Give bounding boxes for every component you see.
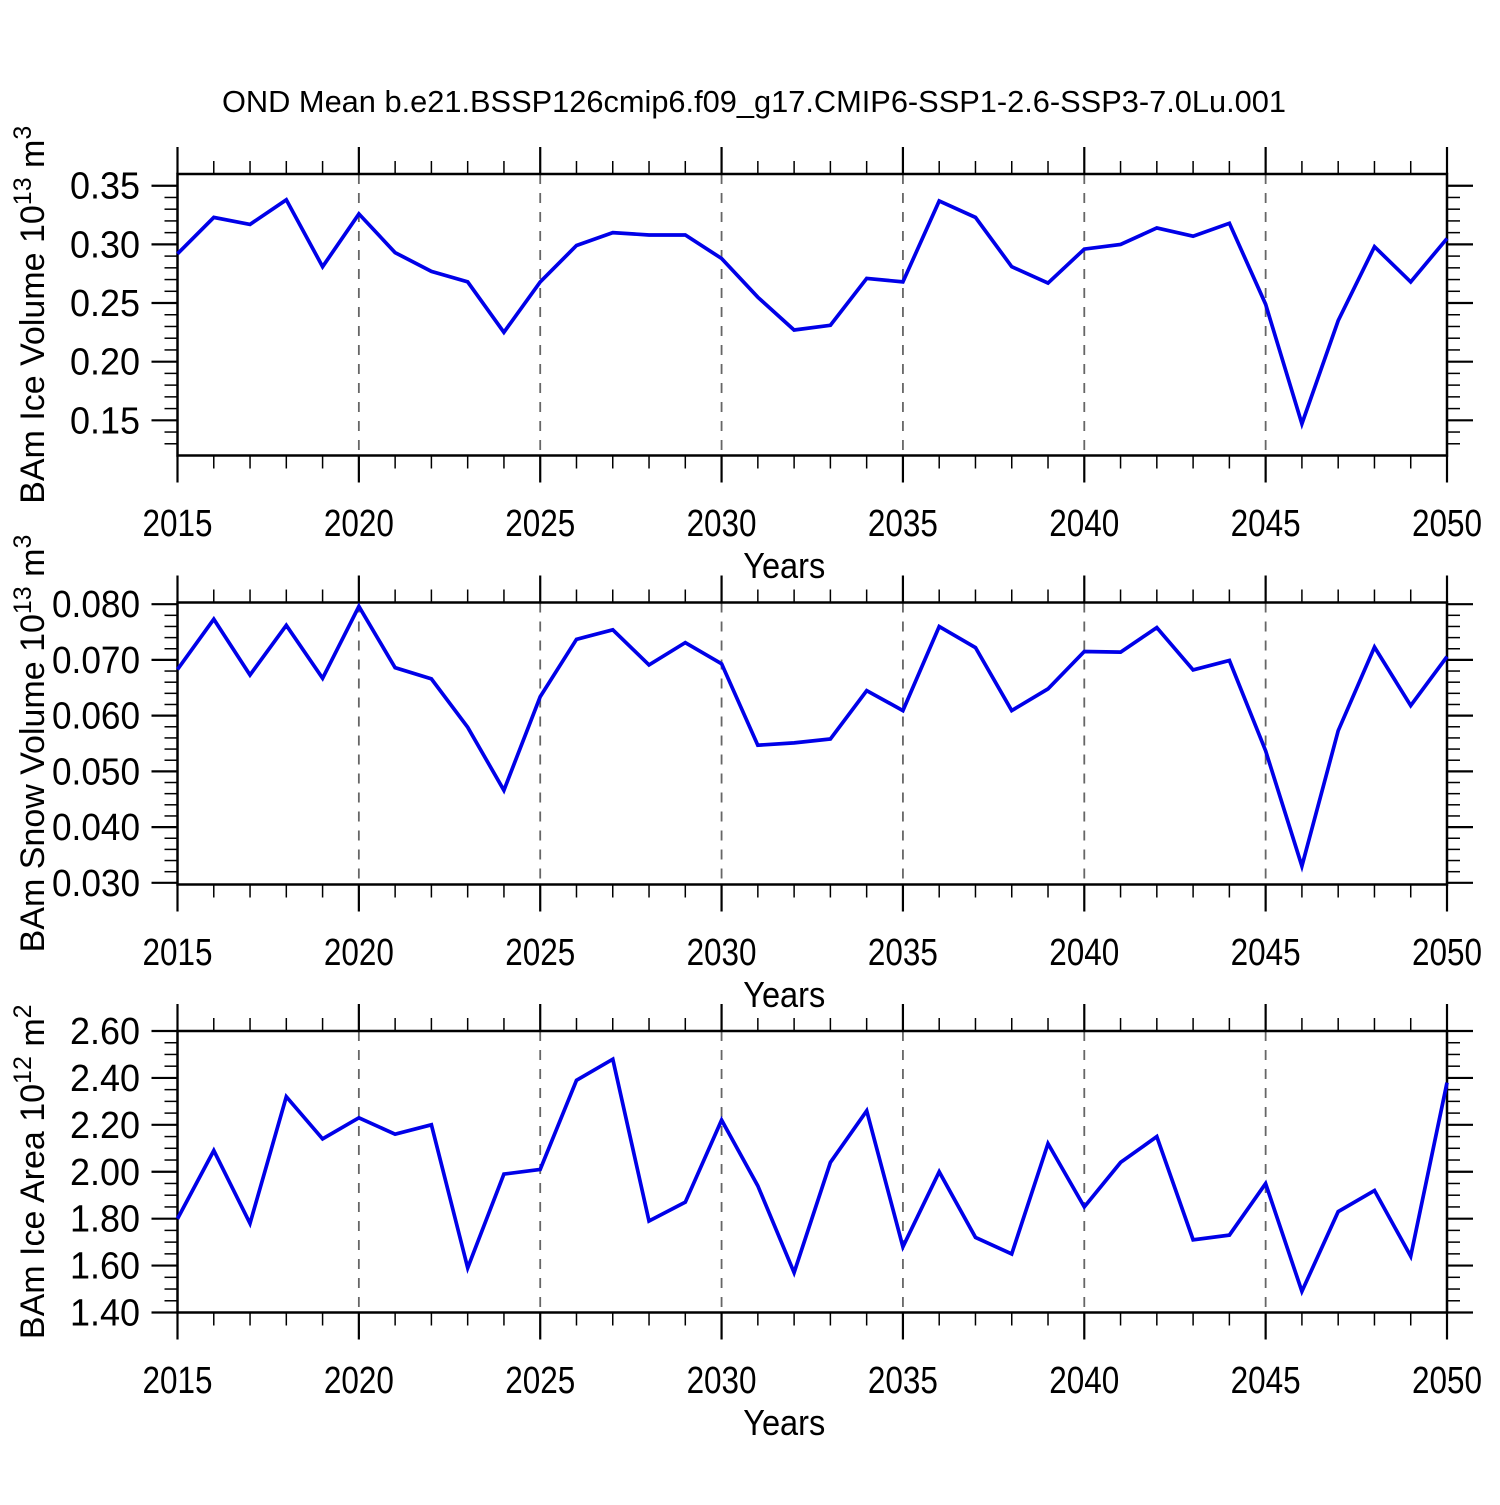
x-tick-label: 2030 [687,503,757,545]
figure-title: OND Mean b.e21.BSSP126cmip6.f09_g17.CMIP… [222,84,1286,119]
y-tick-label: 0.070 [52,640,140,682]
x-tick-label: 2035 [868,1360,938,1402]
x-tick-label: 2035 [868,503,938,545]
y-tick-label: 0.040 [52,807,140,849]
x-tick-label: 2030 [687,932,757,974]
x-tick-label: 2045 [1231,932,1301,974]
y-axis-title: BAm Snow Volume 1013​ m3​ [9,535,52,953]
y-tick-label: 2.60 [70,1011,140,1053]
x-axis-title: Years [743,1402,825,1443]
y-tick-label: 0.20 [70,342,140,384]
x-tick-label: 2050 [1412,932,1482,974]
y-axis-title: BAm Ice Area 1012​ m2​ [9,1004,52,1339]
panel-bam-ice-area: 2015 2020 2025 2030 2035 2040 2045 2050 1.40 1.60… [9,1004,1482,1443]
x-tick-label: 2020 [324,1360,394,1402]
x-tick-label: 2035 [868,932,938,974]
y-tick-label: 2.40 [70,1058,140,1100]
data-series-line [176,197,1449,430]
y-tick-label: 0.050 [52,751,140,793]
y-tick-label: 0.15 [70,400,140,442]
y-tick-label: 0.060 [52,696,140,738]
y-tick-label: 2.20 [70,1105,140,1147]
x-axis-title: Years [743,974,825,1015]
panels-group: 2015 2020 2025 2030 2035 2040 2045 2050 0.15 0.20… [9,126,1482,1443]
panel-bam-ice-volume: 2015 2020 2025 2030 2035 2040 2045 2050 0.15 0.20… [9,126,1482,586]
y-tick-label: 0.35 [70,166,140,208]
y-tick-label: 1.40 [70,1293,140,1335]
x-tick-label: 2015 [143,932,213,974]
y-tick-label: 1.80 [70,1199,140,1241]
y-tick-label: 0.030 [52,863,140,905]
axis-frame [176,172,1449,457]
x-tick-label: 2015 [143,503,213,545]
axis-frame [176,1029,1449,1314]
y-axis-title: BAm Ice Volume 1013​ m3​ [9,126,52,504]
data-series-line [175,1056,1449,1297]
x-tick-label: 2025 [505,1360,575,1402]
x-tick-label: 2045 [1231,1360,1301,1402]
x-axis-title: Years [743,545,825,586]
y-tick-label: 0.30 [70,224,140,266]
x-tick-label: 2025 [505,503,575,545]
x-tick-label: 2050 [1412,503,1482,545]
y-tick-label: 0.25 [70,283,140,325]
y-tick-label: 0.080 [52,584,140,626]
x-tick-label: 2020 [324,932,394,974]
data-series-line [176,602,1449,873]
x-tick-label: 2030 [687,1360,757,1402]
y-tick-label: 1.60 [70,1246,140,1288]
x-tick-label: 2045 [1231,503,1301,545]
x-tick-label: 2025 [505,932,575,974]
x-tick-label: 2050 [1412,1360,1482,1402]
y-tick-label: 2.00 [70,1152,140,1194]
panel-bam-snow-volume: 2015 2020 2025 2030 2035 2040 2045 2050 0.030 0.0… [9,535,1482,1015]
x-tick-label: 2040 [1049,503,1119,545]
x-tick-label: 2020 [324,503,394,545]
axis-frame [176,601,1449,886]
x-tick-label: 2015 [143,1360,213,1402]
x-tick-label: 2040 [1049,932,1119,974]
x-tick-label: 2040 [1049,1360,1119,1402]
